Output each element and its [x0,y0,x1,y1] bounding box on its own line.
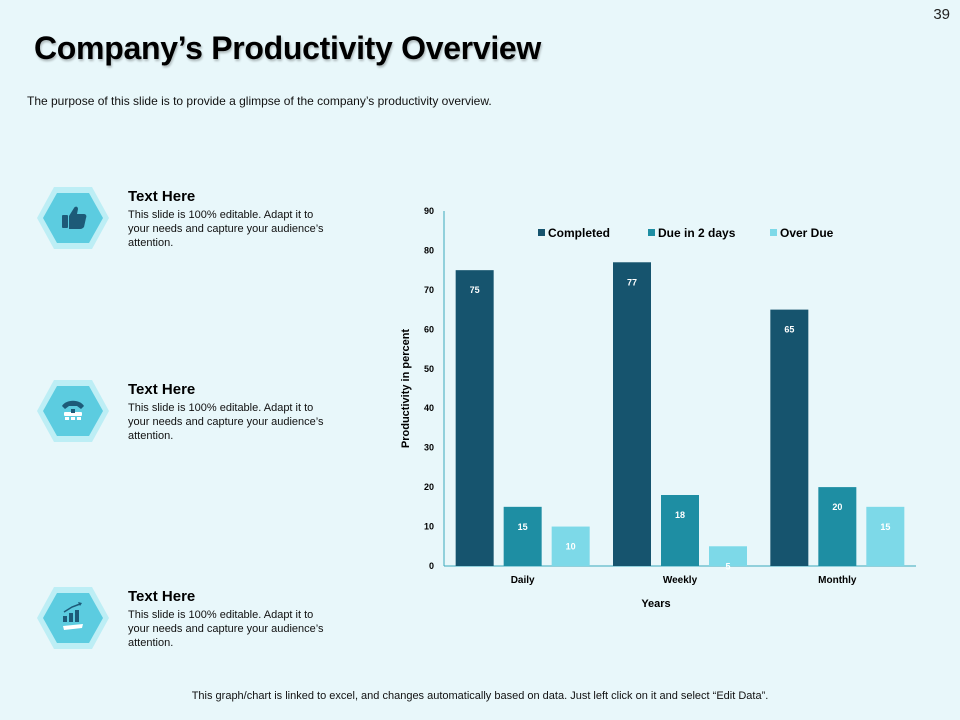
bar-over-due-daily [551,526,590,566]
legend-label: Due in 2 days [658,226,736,240]
bar-data-label: 10 [566,542,576,552]
feature-description: This slide is 100% editable. Adapt it to… [128,209,324,249]
bar-data-label: 20 [832,502,842,512]
page-number: 39 [933,6,950,23]
x-tick-label: Daily [511,575,535,586]
x-tick-label: Monthly [818,575,857,586]
bar-over-due-weekly [709,546,747,566]
legend-swatch [648,229,655,236]
y-tick-label: 70 [424,285,434,295]
feature-description: This slide is 100% editable. Adapt it to… [128,402,324,442]
thumbs-up-icon [62,206,87,229]
bar-completed-daily [455,270,494,566]
footer-note: This graph/chart is linked to excel, and… [191,690,769,702]
feature-description: This slide is 100% editable. Adapt it to… [128,609,324,649]
hexagon-badge [36,586,110,650]
legend-label: Completed [548,226,610,240]
feature-title: Text Here [128,588,196,605]
legend-swatch [538,229,545,236]
bar-data-label: 77 [627,277,637,287]
bar-due-in-2-days-weekly [661,495,699,566]
telephone-icon [62,400,84,420]
y-tick-label: 20 [424,482,434,492]
slide-title: Company’s Productivity Overview [34,30,542,66]
slide-subtitle: The purpose of this slide is to provide … [27,94,492,108]
hexagon-badge [36,379,110,443]
y-tick-label: 10 [424,522,434,532]
bar-due-in-2-days-daily [503,506,542,566]
bar-data-label: 15 [880,522,890,532]
feature-title: Text Here [128,381,196,398]
y-tick-label: 60 [424,324,434,334]
y-axis-title: Productivity in percent [400,329,412,449]
bar-data-label: 15 [518,522,528,532]
bar-completed-weekly [613,262,651,566]
bar-data-label: 65 [784,325,794,335]
feature-item-2: Text Here This slide is 100% editable. A… [36,379,336,459]
x-axis-title: Years [641,598,670,610]
productivity-bar-chart: 0 10 20 30 40 50 60 70 80 90 Productivity in perce… [400,206,916,610]
y-tick-label: 90 [424,206,434,216]
y-tick-label: 50 [424,364,434,374]
y-tick-label: 30 [424,443,434,453]
bar-data-label: 18 [675,510,685,520]
y-tick-label: 0 [429,561,434,571]
feature-item-1: Text Here This slide is 100% editable. A… [36,186,336,266]
bar-data-label: 5 [725,561,730,571]
y-tick-label: 40 [424,403,434,413]
feature-item-3: Text Here This slide is 100% editable. A… [36,586,336,666]
x-tick-label: Weekly [663,575,698,586]
bar-data-label: 75 [470,285,480,295]
legend-swatch [770,229,777,236]
hexagon-badge [36,186,110,250]
legend-label: Over Due [780,226,834,240]
bar-due-in-2-days-monthly [818,487,857,566]
bar-completed-monthly [770,309,809,566]
bar-over-due-monthly [866,506,905,566]
growth-chart-icon [63,602,83,630]
feature-title: Text Here [128,188,196,205]
y-tick-label: 80 [424,245,434,255]
